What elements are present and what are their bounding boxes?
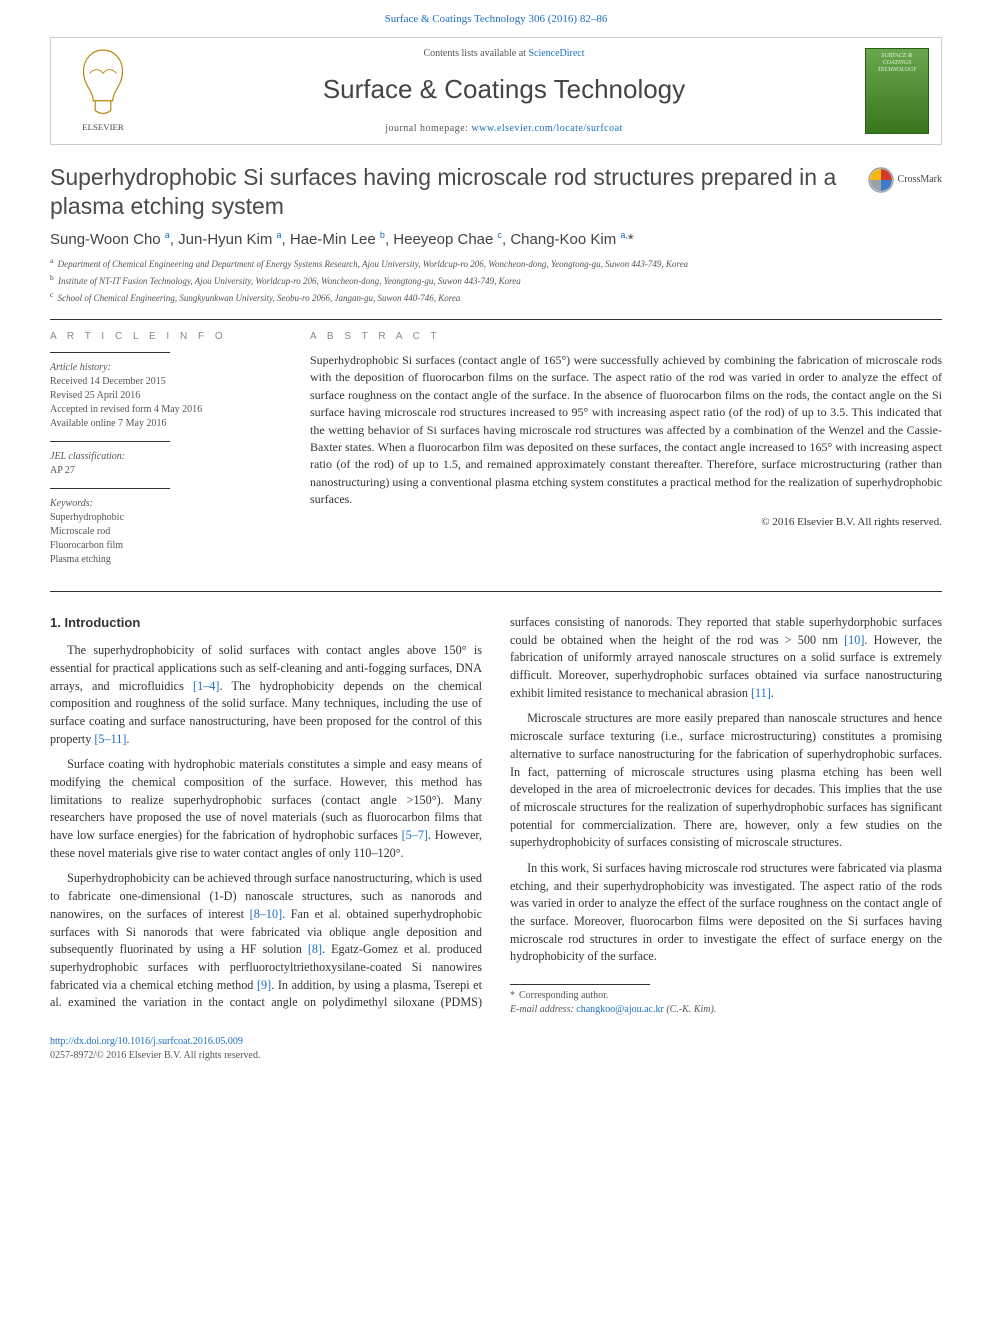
sciencedirect-link[interactable]: ScienceDirect — [528, 48, 584, 59]
doi-link[interactable]: http://dx.doi.org/10.1016/j.surfcoat.201… — [50, 1036, 243, 1047]
homepage-link[interactable]: www.elsevier.com/locate/surfcoat — [471, 123, 622, 134]
jel-label: JEL classification: — [50, 450, 280, 464]
history-item: Revised 25 April 2016 — [50, 389, 280, 403]
history-item: Received 14 December 2015 — [50, 375, 280, 389]
history-label: Article history: — [50, 361, 280, 375]
abstract-text: Superhydrophobic Si surfaces (contact an… — [310, 352, 942, 509]
journal-header: ELSEVIER Contents lists available at Sci… — [50, 37, 942, 145]
keyword: Fluorocarbon film — [50, 539, 280, 553]
article-info-heading: a r t i c l e i n f o — [50, 330, 280, 344]
abstract-copyright: © 2016 Elsevier B.V. All rights reserved… — [310, 515, 942, 530]
history-item: Available online 7 May 2016 — [50, 417, 280, 431]
homepage-prefix: journal homepage: — [385, 123, 471, 134]
email-link[interactable]: changkoo@ajou.ac.kr — [576, 1004, 664, 1015]
abstract-block: a b s t r a c t Superhydrophobic Si surf… — [310, 330, 942, 577]
authors: Sung-Woon Cho a, Jun-Hyun Kim a, Hae-Min… — [50, 229, 942, 250]
body-paragraph: Microscale structures are more easily pr… — [510, 710, 942, 852]
keyword: Superhydrophobic — [50, 511, 280, 525]
keyword: Plasma etching — [50, 553, 280, 567]
issn-line: 0257-8972/© 2016 Elsevier B.V. All right… — [50, 1049, 942, 1063]
body-paragraph: Surface coating with hydrophobic materia… — [50, 756, 482, 862]
body-paragraph: The superhydrophobicity of solid surface… — [50, 642, 482, 748]
doi-block: http://dx.doi.org/10.1016/j.surfcoat.201… — [50, 1035, 942, 1063]
crossmark-badge[interactable]: CrossMark — [868, 167, 942, 193]
elsevier-logo: ELSEVIER — [63, 46, 143, 136]
article-title: Superhydrophobic Si surfaces having micr… — [50, 163, 854, 221]
affiliation: c School of Chemical Engineering, Sungky… — [50, 290, 942, 305]
keyword: Microscale rod — [50, 525, 280, 539]
journal-homepage: journal homepage: www.elsevier.com/locat… — [143, 122, 865, 136]
affiliation: a Department of Chemical Engineering and… — [50, 256, 942, 271]
body-paragraph: In this work, Si surfaces having microsc… — [510, 860, 942, 966]
crossmark-icon — [868, 167, 894, 193]
affiliations: a Department of Chemical Engineering and… — [50, 256, 942, 305]
email-line: E-mail address: changkoo@ajou.ac.kr (C.-… — [510, 1003, 942, 1017]
contents-line: Contents lists available at ScienceDirec… — [143, 47, 865, 61]
citation-link[interactable]: Surface & Coatings Technology 306 (2016)… — [385, 13, 608, 25]
jel-value: AP 27 — [50, 464, 280, 478]
article-info: a r t i c l e i n f o Article history: R… — [50, 330, 280, 577]
email-suffix: (C.-K. Kim). — [666, 1004, 716, 1015]
citation-header: Surface & Coatings Technology 306 (2016)… — [0, 0, 992, 33]
corresponding-label: Corresponding author. — [519, 990, 608, 1001]
cover-text: SURFACE & COATINGS TECHNOLOGY — [868, 53, 926, 73]
abstract-heading: a b s t r a c t — [310, 330, 942, 344]
contents-prefix: Contents lists available at — [423, 48, 528, 59]
affiliation: b Institute of NT-IT Fusion Technology, … — [50, 273, 942, 288]
svg-text:ELSEVIER: ELSEVIER — [82, 122, 124, 132]
section-heading: 1. Introduction — [50, 614, 482, 632]
rule — [50, 319, 942, 320]
keywords-label: Keywords: — [50, 497, 280, 511]
history-item: Accepted in revised form 4 May 2016 — [50, 403, 280, 417]
corresponding-author: *Corresponding author. — [510, 989, 942, 1003]
journal-title: Surface & Coatings Technology — [143, 71, 865, 107]
rule — [50, 591, 942, 592]
keywords-list: SuperhydrophobicMicroscale rodFluorocarb… — [50, 511, 280, 567]
footnote-rule — [510, 984, 650, 985]
history-list: Received 14 December 2015Revised 25 Apri… — [50, 375, 280, 431]
email-label: E-mail address: — [510, 1004, 574, 1015]
journal-cover-thumb: SURFACE & COATINGS TECHNOLOGY — [865, 48, 929, 134]
crossmark-label: CrossMark — [898, 173, 942, 187]
body-columns: 1. Introduction The superhydrophobicity … — [50, 614, 942, 1017]
